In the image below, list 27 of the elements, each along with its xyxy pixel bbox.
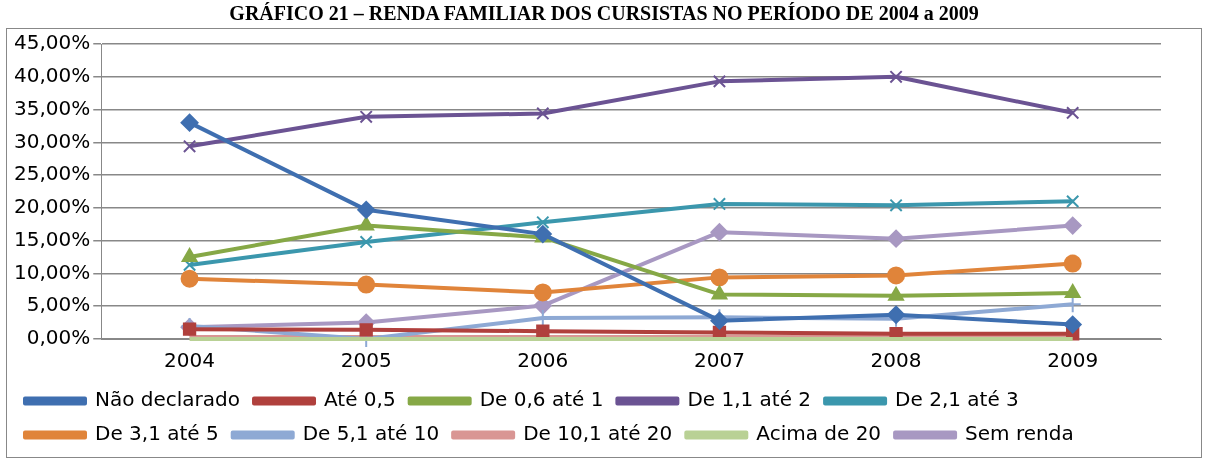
x-tick-label: 2007 [693, 348, 745, 373]
y-tick-label: 15,00% [13, 226, 91, 251]
y-tick-label: 20,00% [13, 194, 91, 219]
legend-label: De 10,1 até 20 [523, 421, 673, 446]
x-tick-label: 2006 [517, 348, 569, 373]
legend-label: Não declarado [95, 387, 241, 412]
y-tick-label: 0,00% [26, 325, 91, 350]
legend-label: De 1,1 até 2 [687, 387, 812, 412]
x-tick-label: 2005 [340, 348, 392, 373]
legend-label: Sem renda [965, 421, 1074, 446]
legend-label: De 0,6 até 1 [479, 387, 604, 412]
x-tick-label: 2008 [870, 348, 922, 373]
x-tick-label: 2004 [164, 348, 216, 373]
x-tick-label: 2009 [1047, 348, 1099, 373]
y-tick-label: 10,00% [13, 259, 91, 284]
legend-label: De 2,1 até 3 [895, 387, 1019, 412]
y-tick-label: 35,00% [13, 95, 91, 120]
legend-label: Acima de 20 [756, 421, 882, 446]
y-tick-label: 5,00% [26, 292, 91, 317]
legend-label: Até 0,5 [324, 387, 396, 412]
y-tick-label: 30,00% [13, 128, 91, 153]
chart-title: GRÁFICO 21 – RENDA FAMILIAR DOS CURSISTAS NO PERÍODO DE 2004 a 2009 [228, 1, 980, 26]
legend-label: De 3,1 até 5 [95, 421, 219, 446]
y-tick-label: 45,00% [13, 30, 91, 55]
y-tick-label: 40,00% [13, 62, 91, 87]
y-tick-label: 25,00% [13, 161, 91, 186]
legend-label: De 5,1 até 10 [302, 421, 440, 446]
